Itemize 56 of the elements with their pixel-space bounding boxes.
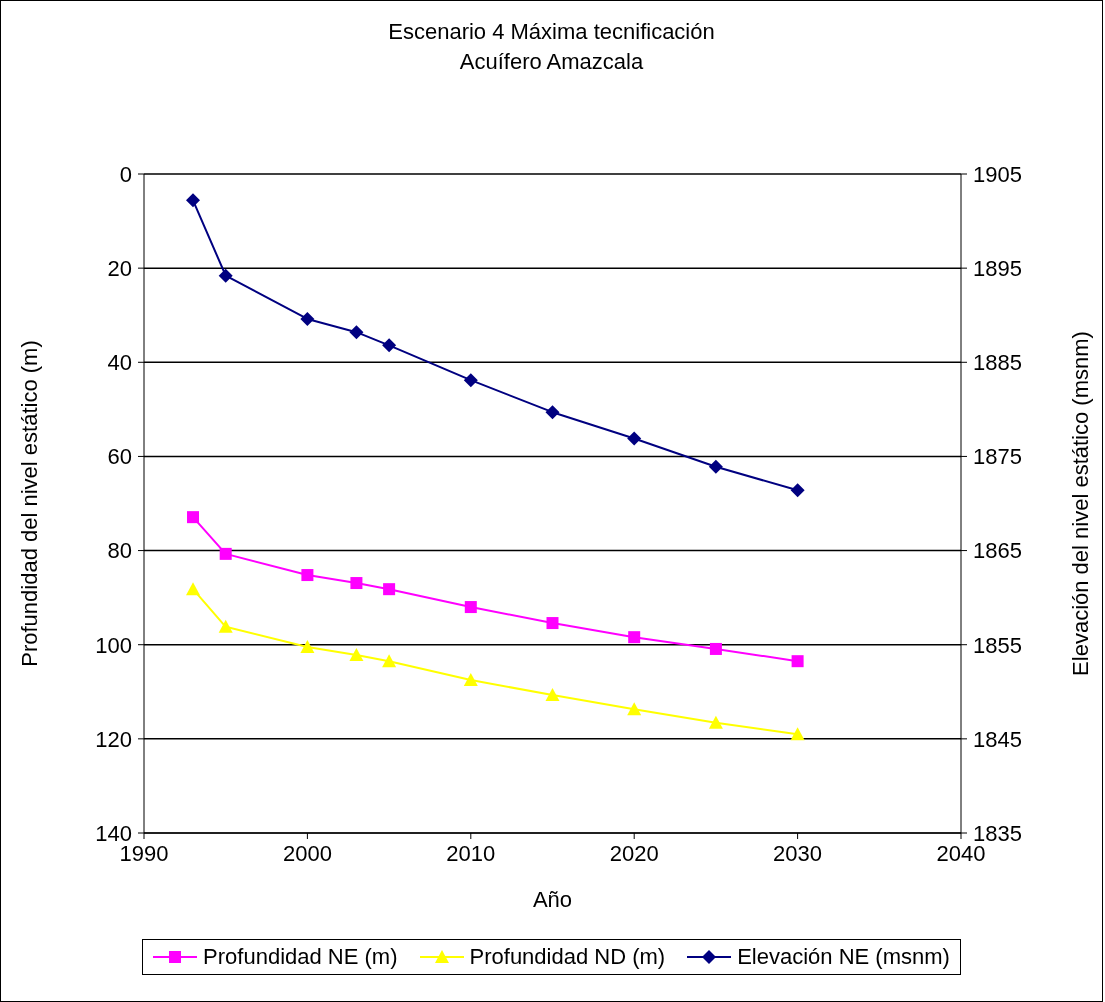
point — [791, 655, 804, 668]
point — [709, 642, 722, 655]
point — [218, 268, 233, 283]
y-tick-label: 80 — [107, 538, 132, 564]
y2-axis-title: Elevación del nivel estático (msnm) — [1067, 331, 1093, 676]
point — [627, 702, 642, 716]
point — [218, 619, 233, 633]
y-tick-label: 20 — [107, 255, 132, 281]
point — [790, 483, 805, 498]
point — [300, 640, 315, 654]
legend-label: Profundidad ND (m) — [469, 944, 666, 970]
y-tick-label: 0 — [119, 161, 132, 187]
x-axis-title: Año — [532, 887, 573, 912]
point — [463, 373, 478, 388]
point — [383, 583, 396, 596]
point — [382, 654, 397, 668]
point — [545, 688, 560, 702]
point — [545, 405, 560, 420]
point — [627, 431, 642, 446]
legend-label: Profundidad NE (m) — [203, 944, 398, 970]
point — [187, 511, 200, 524]
point — [349, 325, 364, 340]
point — [219, 547, 232, 560]
point — [186, 582, 201, 596]
y-tick-label: 120 — [95, 726, 132, 752]
x-tick-label: 2020 — [609, 840, 659, 866]
x-tick-label: 2000 — [282, 840, 332, 866]
point — [300, 311, 315, 326]
point — [186, 193, 201, 208]
point — [382, 338, 397, 353]
y2-tick-label: 1875 — [973, 444, 1022, 470]
chart-title: Escenario 4 Máxima tecnificación — [387, 18, 716, 46]
y2-tick-label: 1865 — [973, 538, 1022, 564]
point — [790, 727, 805, 741]
y-tick-label: 40 — [107, 350, 132, 376]
chart-subtitle: Acuífero Amazcala — [458, 48, 645, 76]
point — [628, 631, 641, 644]
point — [463, 673, 478, 687]
y2-tick-label: 1885 — [973, 350, 1022, 376]
legend-label: Elevación NE (msnm) — [737, 944, 950, 970]
y-tick-label: 60 — [107, 444, 132, 470]
x-tick-label: 2030 — [773, 840, 823, 866]
y-axis-title: Profundidad del nivel estático (m) — [16, 340, 42, 667]
point — [349, 648, 364, 662]
point — [546, 617, 559, 630]
y2-tick-label: 1895 — [973, 255, 1022, 281]
point — [708, 715, 723, 729]
point — [708, 459, 723, 474]
y-tick-label: 100 — [95, 632, 132, 658]
x-tick-label: 2010 — [446, 840, 496, 866]
point — [301, 569, 314, 582]
y2-tick-label: 1845 — [973, 726, 1022, 752]
point — [464, 601, 477, 614]
y2-tick-label: 1855 — [973, 632, 1022, 658]
point — [350, 577, 363, 590]
y2-tick-label: 1905 — [973, 161, 1022, 187]
